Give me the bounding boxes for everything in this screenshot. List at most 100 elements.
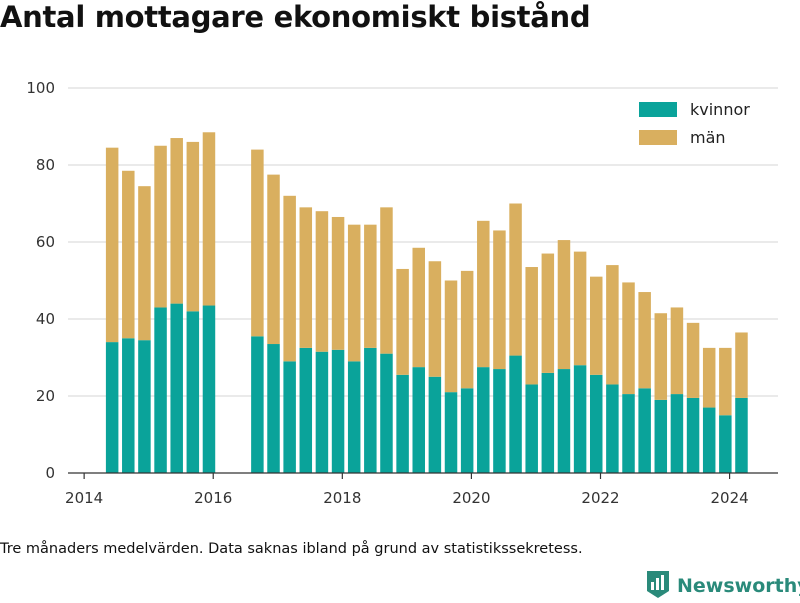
bar-kvinnor: [202, 305, 216, 473]
bar-kvinnor: [589, 374, 603, 473]
bar-kvinnor: [267, 344, 280, 473]
x-tick-label: 2016: [194, 489, 232, 507]
x-tick-label: 2020: [452, 489, 490, 507]
chart-title: Antal mottagare ekonomiskt bistånd: [0, 0, 591, 34]
bar-man: [509, 203, 522, 356]
bar-man: [638, 292, 651, 389]
bar-kvinnor: [444, 392, 458, 473]
bar-kvinnor: [105, 342, 119, 473]
bar-man: [735, 332, 748, 398]
bar-man: [477, 220, 490, 368]
bar-kvinnor: [347, 361, 361, 473]
brand[interactable]: Newsworthy: [645, 569, 800, 603]
bar-kvinnor: [170, 303, 183, 473]
bar-man: [283, 195, 296, 362]
bar-man: [444, 280, 458, 393]
brand-name: Newsworthy: [677, 575, 800, 597]
bar-kvinnor: [315, 351, 329, 473]
bar-man: [347, 224, 361, 362]
bar-man: [154, 145, 167, 308]
legend-label: män: [690, 128, 726, 147]
bars: [105, 132, 748, 473]
newsworthy-logo-icon: [645, 569, 671, 603]
bar-man: [541, 253, 555, 373]
x-tick-label: 2018: [323, 489, 361, 507]
bar-man: [315, 211, 329, 352]
x-tick-label: 2024: [710, 489, 748, 507]
bar-man: [412, 247, 425, 368]
bar-man: [138, 186, 151, 341]
bar-kvinnor: [670, 394, 684, 473]
axes: 0 20 40 60 80 100 2014 2016 2018 2020 2022 2024: [26, 79, 778, 507]
bar-kvinnor: [509, 355, 522, 473]
y-tick-label: 40: [36, 310, 55, 328]
bar-man: [622, 282, 635, 395]
bar-kvinnor: [283, 361, 296, 473]
bar-kvinnor: [686, 397, 700, 473]
bar-kvinnor: [573, 365, 587, 473]
y-tick-label: 0: [45, 464, 55, 482]
bar-kvinnor: [186, 311, 200, 473]
bar-man: [719, 347, 732, 416]
bar-man: [525, 267, 538, 385]
bar-man: [122, 170, 135, 339]
x-tick-label: 2014: [65, 489, 103, 507]
y-tick-label: 80: [36, 156, 55, 174]
bar-kvinnor: [719, 415, 732, 473]
bar-man: [557, 240, 571, 370]
bar-kvinnor: [380, 353, 393, 473]
legend-label: kvinnor: [690, 100, 750, 119]
bar-kvinnor: [654, 399, 668, 473]
bar-man: [186, 141, 200, 312]
bar-man: [428, 261, 442, 377]
bar-man: [202, 132, 216, 306]
bar-man: [331, 216, 345, 350]
bar-man: [364, 224, 377, 348]
bar-man: [670, 307, 684, 395]
bar-man: [460, 270, 474, 389]
bar-kvinnor: [702, 407, 716, 473]
bar-man: [589, 276, 603, 375]
bar-kvinnor: [493, 369, 506, 473]
legend-swatch-man: [639, 130, 677, 145]
footnote: Tre månaders medelvärden. Data saknas ib…: [0, 541, 583, 557]
bar-man: [493, 230, 506, 370]
bar-kvinnor: [557, 369, 571, 473]
legend: kvinnor män: [639, 100, 750, 147]
bar-man: [170, 138, 183, 304]
bar-kvinnor: [154, 307, 167, 473]
bar-kvinnor: [331, 349, 345, 473]
x-tick-label: 2022: [581, 489, 619, 507]
legend-swatch-kvinnor: [639, 102, 677, 117]
bar-kvinnor: [735, 397, 748, 473]
bar-kvinnor: [122, 338, 135, 473]
bar-man: [606, 265, 619, 385]
y-tick-label: 100: [26, 79, 55, 97]
bar-kvinnor: [606, 384, 619, 473]
bar-kvinnor: [299, 347, 313, 473]
y-tick-label: 60: [36, 233, 55, 251]
bar-man: [702, 347, 716, 408]
bar-kvinnor: [364, 347, 377, 473]
bar-kvinnor: [525, 384, 538, 473]
bar-man: [686, 322, 700, 398]
bar-kvinnor: [541, 372, 555, 473]
bar-man: [654, 313, 668, 400]
bar-kvinnor: [460, 388, 474, 473]
bar-man: [267, 174, 280, 345]
bar-man: [299, 207, 313, 348]
bar-kvinnor: [251, 336, 264, 473]
bar-kvinnor: [396, 374, 409, 473]
y-tick-label: 20: [36, 387, 55, 405]
bar-kvinnor: [412, 367, 425, 473]
bar-man: [380, 207, 393, 354]
bar-man: [573, 251, 587, 366]
bar-man: [251, 149, 264, 337]
bar-kvinnor: [622, 394, 635, 473]
bar-kvinnor: [477, 367, 490, 473]
bar-man: [105, 147, 119, 343]
bar-kvinnor: [428, 376, 442, 473]
bar-man: [396, 268, 409, 375]
bar-kvinnor: [638, 388, 651, 473]
